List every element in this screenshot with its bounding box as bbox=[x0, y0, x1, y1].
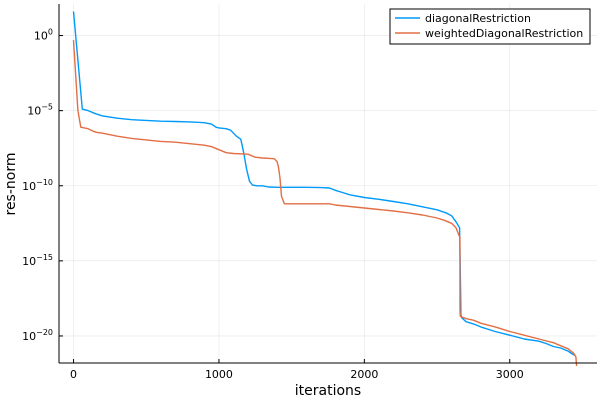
legend-label-1: weightedDiagonalRestriction bbox=[425, 27, 583, 40]
x-axis-title: iterations bbox=[295, 383, 361, 399]
x-tick-label: 3000 bbox=[496, 368, 524, 381]
y-axis-title: res-norm bbox=[3, 153, 19, 216]
y-tick-labels: 100 10−5 10−10 10−15 10−20 bbox=[22, 28, 53, 343]
y-tick-label: 10−15 bbox=[22, 253, 53, 268]
y-tick-label: 100 bbox=[34, 28, 53, 43]
x-tick-label: 0 bbox=[70, 368, 77, 381]
axes bbox=[58, 4, 597, 364]
series-line-0 bbox=[72, 11, 576, 357]
grid-lines bbox=[59, 4, 597, 363]
y-tick-label: 10−10 bbox=[22, 178, 53, 193]
legend-box bbox=[389, 8, 591, 45]
x-tick-label: 1000 bbox=[205, 368, 233, 381]
legend-label-0: diagonalRestriction bbox=[425, 12, 531, 25]
y-tick-label: 10−5 bbox=[27, 103, 53, 118]
y-tick-label: 10−20 bbox=[22, 328, 53, 343]
x-tick-labels: 0 1000 2000 3000 bbox=[70, 368, 524, 381]
legend: diagonalRestriction weightedDiagonalRestr… bbox=[389, 8, 591, 45]
series-line-1 bbox=[72, 40, 578, 367]
series-layer bbox=[72, 11, 578, 367]
x-tick-label: 2000 bbox=[350, 368, 378, 381]
